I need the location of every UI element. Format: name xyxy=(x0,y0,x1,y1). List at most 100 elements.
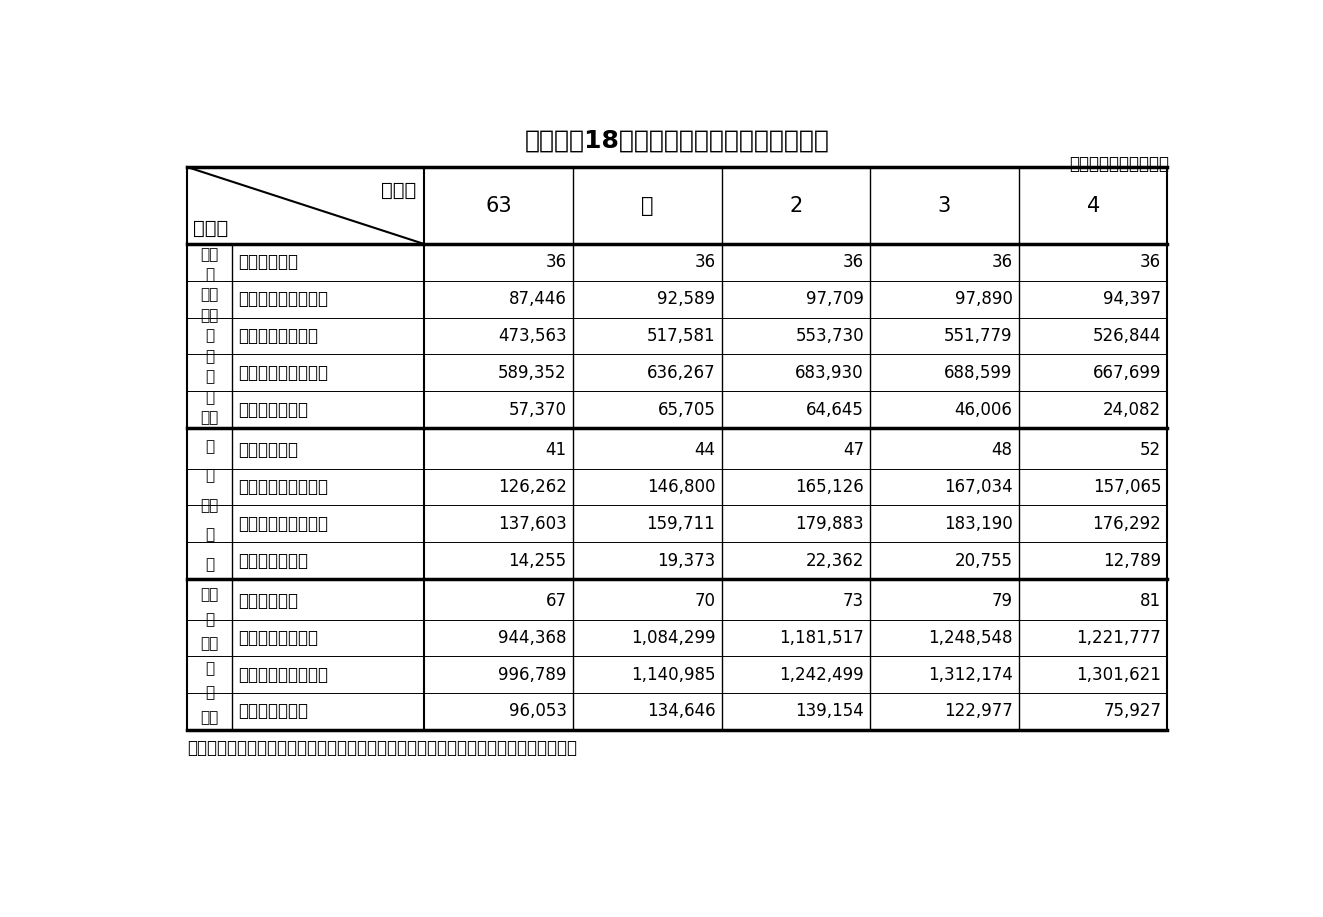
Text: 年　度: 年 度 xyxy=(381,181,417,200)
Text: 社　　　　数: 社 数 xyxy=(238,592,298,610)
Text: 96,053: 96,053 xyxy=(508,702,566,721)
Text: レ: レ xyxy=(205,328,214,344)
Text: 4: 4 xyxy=(1086,195,1099,215)
Text: 137,603: 137,603 xyxy=(497,514,566,533)
Text: 22,362: 22,362 xyxy=(806,551,864,569)
Text: 47: 47 xyxy=(843,441,864,459)
Text: 元: 元 xyxy=(640,195,654,215)
Text: 176,292: 176,292 xyxy=(1093,514,1162,533)
Text: テレビジョン収入: テレビジョン収入 xyxy=(238,629,319,646)
Text: 589,352: 589,352 xyxy=(497,364,566,381)
Text: 64,645: 64,645 xyxy=(806,401,864,418)
Text: ョ: ョ xyxy=(205,390,214,404)
Text: 81: 81 xyxy=(1140,592,1162,610)
Text: ョ: ョ xyxy=(205,686,214,701)
Text: 134,646: 134,646 xyxy=(647,702,716,721)
Text: 36: 36 xyxy=(1140,253,1162,271)
Text: 営　業　収　入　計: 営 業 収 入 計 xyxy=(238,666,328,684)
Text: 73: 73 xyxy=(843,592,864,610)
Text: 167,034: 167,034 xyxy=(945,478,1012,496)
Text: 社: 社 xyxy=(205,557,214,571)
Text: 87,446: 87,446 xyxy=(509,290,566,308)
Text: 52: 52 xyxy=(1140,441,1162,459)
Text: 20,755: 20,755 xyxy=(955,551,1012,569)
Text: 122,977: 122,977 xyxy=(943,702,1012,721)
Text: 97,709: 97,709 xyxy=(806,290,864,308)
Text: 517,581: 517,581 xyxy=(647,327,716,345)
Text: 179,883: 179,883 xyxy=(795,514,864,533)
Text: 36: 36 xyxy=(545,253,566,271)
Text: 36: 36 xyxy=(843,253,864,271)
Text: 36: 36 xyxy=(991,253,1012,271)
Text: ビ営: ビ営 xyxy=(200,636,218,652)
Text: レ: レ xyxy=(205,612,214,627)
Text: オ単: オ単 xyxy=(200,498,218,513)
Text: 92,589: 92,589 xyxy=(658,290,716,308)
Text: ラ: ラ xyxy=(205,439,214,454)
Text: ジ: ジ xyxy=(205,370,214,384)
Text: ン社: ン社 xyxy=(200,710,218,725)
Text: 94,397: 94,397 xyxy=(1103,290,1162,308)
Text: 683,930: 683,930 xyxy=(795,364,864,381)
Text: 636,267: 636,267 xyxy=(647,364,716,381)
Text: 区　別: 区 別 xyxy=(193,219,229,238)
Text: ン社: ン社 xyxy=(200,410,218,425)
Text: 営　業　利　益: 営 業 利 益 xyxy=(238,551,308,569)
Text: ラ　ジ　オ　収　入: ラ ジ オ 収 入 xyxy=(238,478,328,496)
Text: （注）　営業収入には、ラジオ収入、テレビジョン収入以外のその他営業収入を含む。: （注） 営業収入には、ラジオ収入、テレビジョン収入以外のその他営業収入を含む。 xyxy=(187,739,577,757)
Text: 41: 41 xyxy=(545,441,566,459)
Text: ジ: ジ xyxy=(205,661,214,676)
Text: 57,370: 57,370 xyxy=(508,401,566,418)
Text: 営　業　利　益: 営 業 利 益 xyxy=(238,401,308,418)
Text: 159,711: 159,711 xyxy=(647,514,716,533)
Text: 183,190: 183,190 xyxy=(943,514,1012,533)
Text: 24,082: 24,082 xyxy=(1103,401,1162,418)
Text: 資料２－18　民間放送の営業収入等の推移: 資料２－18 民間放送の営業収入等の推移 xyxy=(525,128,830,152)
Text: 551,779: 551,779 xyxy=(945,327,1012,345)
Text: 社　　　　数: 社 数 xyxy=(238,253,298,271)
Text: 1,248,548: 1,248,548 xyxy=(929,629,1012,646)
Text: 126,262: 126,262 xyxy=(497,478,566,496)
Text: 526,844: 526,844 xyxy=(1093,327,1162,345)
Text: 営　業　収　入　計: 営 業 収 入 計 xyxy=(238,364,328,381)
Text: ジ: ジ xyxy=(205,267,214,282)
Text: 1,242,499: 1,242,499 xyxy=(779,666,864,684)
Text: 46,006: 46,006 xyxy=(955,401,1012,418)
Text: 1,084,299: 1,084,299 xyxy=(631,629,716,646)
Text: 146,800: 146,800 xyxy=(647,478,716,496)
Text: 944,368: 944,368 xyxy=(499,629,566,646)
Text: 19,373: 19,373 xyxy=(658,551,716,569)
Text: 営　業　利　益: 営 業 利 益 xyxy=(238,702,308,721)
Text: 3: 3 xyxy=(938,195,951,215)
Text: 65,705: 65,705 xyxy=(658,401,716,418)
Text: 165,126: 165,126 xyxy=(795,478,864,496)
Text: 36: 36 xyxy=(695,253,716,271)
Text: 63: 63 xyxy=(486,195,512,215)
Text: テ営: テ営 xyxy=(200,308,218,323)
Text: 1,221,777: 1,221,777 xyxy=(1077,629,1162,646)
Text: ジ: ジ xyxy=(205,469,214,483)
Text: （単位：社・百万円）: （単位：社・百万円） xyxy=(1069,156,1170,173)
Text: テレビジョン収入: テレビジョン収入 xyxy=(238,327,319,345)
Text: 営: 営 xyxy=(205,527,214,542)
Text: 1,312,174: 1,312,174 xyxy=(927,666,1012,684)
Text: 79: 79 xyxy=(992,592,1012,610)
Text: 12,789: 12,789 xyxy=(1103,551,1162,569)
Text: 44: 44 xyxy=(695,441,716,459)
Text: ラ兼: ラ兼 xyxy=(200,247,218,261)
Text: 1,140,985: 1,140,985 xyxy=(631,666,716,684)
Text: 75,927: 75,927 xyxy=(1103,702,1162,721)
Text: 97,890: 97,890 xyxy=(955,290,1012,308)
Text: ビ: ビ xyxy=(205,348,214,364)
Text: オ・: オ・ xyxy=(200,288,218,303)
Text: 667,699: 667,699 xyxy=(1093,364,1162,381)
Text: 473,563: 473,563 xyxy=(497,327,566,345)
Text: 1,301,621: 1,301,621 xyxy=(1077,666,1162,684)
Text: 553,730: 553,730 xyxy=(795,327,864,345)
Text: 14,255: 14,255 xyxy=(508,551,566,569)
Text: ラ　ジ　オ　収　入: ラ ジ オ 収 入 xyxy=(238,290,328,308)
Text: 48: 48 xyxy=(992,441,1012,459)
Text: 2: 2 xyxy=(790,195,803,215)
Text: 営　業　収　入　計: 営 業 収 入 計 xyxy=(238,514,328,533)
Text: 996,789: 996,789 xyxy=(499,666,566,684)
